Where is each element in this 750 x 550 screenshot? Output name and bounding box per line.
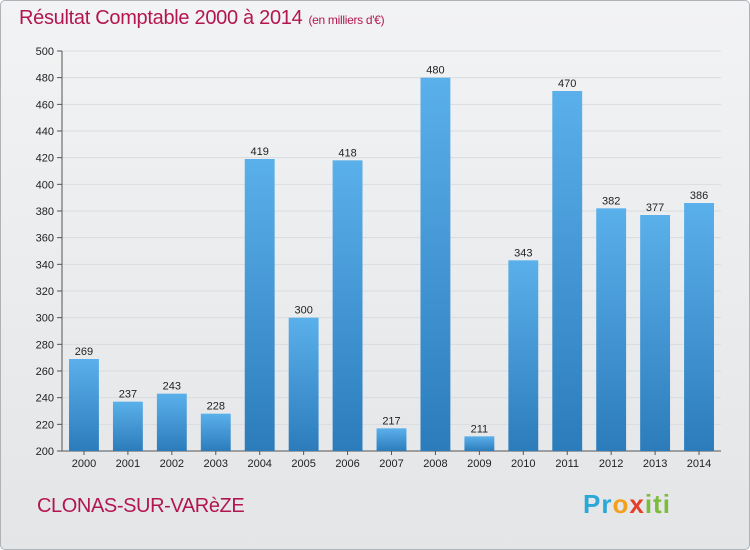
data-label-2011: 470 xyxy=(558,78,576,90)
y-tick-label: 340 xyxy=(36,259,54,271)
x-tick-label-2007: 2007 xyxy=(379,458,403,470)
data-label-2007: 217 xyxy=(382,415,400,427)
x-tick-label-2006: 2006 xyxy=(335,458,359,470)
chart-title-text: Résultat Comptable 2000 à 2014 xyxy=(19,7,303,29)
data-label-2006: 418 xyxy=(338,147,356,159)
data-label-2009: 211 xyxy=(471,423,489,435)
x-tick-label-2011: 2011 xyxy=(555,458,579,470)
y-tick-label: 200 xyxy=(36,446,54,458)
data-label-2013: 377 xyxy=(646,202,664,214)
bar-2012 xyxy=(596,208,627,451)
brand-logo[interactable]: Proxiti xyxy=(583,489,671,519)
x-tick-label-2004: 2004 xyxy=(247,458,271,470)
x-tick-label-2014: 2014 xyxy=(687,458,711,470)
bar-2013 xyxy=(640,215,671,451)
x-tick-label-2001: 2001 xyxy=(116,458,140,470)
y-tick-label: 380 xyxy=(36,206,54,218)
y-tick-label: 320 xyxy=(36,286,54,298)
x-tick-label-2005: 2005 xyxy=(291,458,315,470)
y-tick-label: 440 xyxy=(36,126,54,138)
x-tick-label-2013: 2013 xyxy=(643,458,667,470)
data-label-2003: 228 xyxy=(207,401,225,413)
chart-title: Résultat Comptable 2000 à 2014 (en millie… xyxy=(19,7,385,30)
bar-2008 xyxy=(420,77,451,452)
x-tick-label-2000: 2000 xyxy=(72,458,96,470)
bar-2011 xyxy=(552,91,583,451)
data-label-2014: 386 xyxy=(690,190,708,202)
bar-2000 xyxy=(69,359,99,451)
y-tick-label: 360 xyxy=(36,233,54,245)
y-tick-label: 500 xyxy=(36,46,54,58)
bar-2001 xyxy=(112,401,143,451)
y-tick-label: 480 xyxy=(36,73,54,85)
x-tick-label-2009: 2009 xyxy=(467,458,491,470)
y-tick-label: 280 xyxy=(36,339,54,351)
y-tick-label: 420 xyxy=(36,153,54,165)
x-tick-label-2003: 2003 xyxy=(204,458,228,470)
y-tick-label: 240 xyxy=(36,393,54,405)
x-tick-label-2012: 2012 xyxy=(599,458,623,470)
y-tick-label: 460 xyxy=(36,99,54,111)
bar-2006 xyxy=(332,160,363,452)
bar-2010 xyxy=(508,260,539,451)
y-tick-label: 220 xyxy=(36,419,54,431)
bar-2003 xyxy=(200,413,231,451)
y-tick-label: 260 xyxy=(36,366,54,378)
data-label-2002: 243 xyxy=(163,381,181,393)
bar-2009 xyxy=(464,436,495,451)
data-label-2005: 300 xyxy=(294,305,312,317)
x-tick-label-2002: 2002 xyxy=(160,458,184,470)
labels: 200 220 240 260 280 300 320 340 360 380 400 420 440 4… xyxy=(36,46,712,470)
x-tick-label-2008: 2008 xyxy=(423,458,447,470)
data-label-2010: 343 xyxy=(514,247,532,259)
data-label-2000: 269 xyxy=(75,346,93,358)
x-tick-label-2010: 2010 xyxy=(511,458,535,470)
y-tick-label: 400 xyxy=(36,179,54,191)
data-label-2008: 480 xyxy=(426,65,444,77)
y-tick-label: 300 xyxy=(36,313,54,325)
bar-2007 xyxy=(376,428,407,451)
data-label-2004: 419 xyxy=(251,146,269,158)
data-label-2001: 237 xyxy=(119,389,137,401)
bar-2014 xyxy=(684,203,714,451)
bar-2002 xyxy=(156,393,187,451)
bars xyxy=(69,77,714,452)
bar-2004 xyxy=(244,159,275,451)
data-label-2012: 382 xyxy=(602,195,620,207)
bar-2005 xyxy=(288,317,319,451)
chart-unit: (en milliers d'€) xyxy=(308,13,385,27)
location-label: CLONAS-SUR-VARèZE xyxy=(37,495,245,517)
